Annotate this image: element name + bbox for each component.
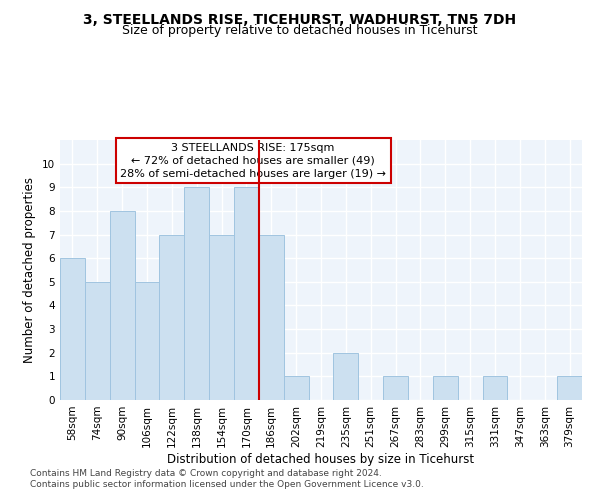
Bar	[234, 188, 259, 400]
Bar	[482, 376, 508, 400]
Bar	[85, 282, 110, 400]
Bar	[557, 376, 582, 400]
Bar	[209, 234, 234, 400]
Bar	[383, 376, 408, 400]
Text: Contains public sector information licensed under the Open Government Licence v3: Contains public sector information licen…	[30, 480, 424, 489]
Bar	[184, 188, 209, 400]
Text: 3, STEELLANDS RISE, TICEHURST, WADHURST, TN5 7DH: 3, STEELLANDS RISE, TICEHURST, WADHURST,…	[83, 12, 517, 26]
Bar	[284, 376, 308, 400]
Bar	[160, 234, 184, 400]
Bar	[110, 211, 134, 400]
Bar	[433, 376, 458, 400]
Y-axis label: Number of detached properties: Number of detached properties	[23, 177, 37, 363]
X-axis label: Distribution of detached houses by size in Ticehurst: Distribution of detached houses by size …	[167, 452, 475, 466]
Bar	[60, 258, 85, 400]
Bar	[134, 282, 160, 400]
Text: Contains HM Land Registry data © Crown copyright and database right 2024.: Contains HM Land Registry data © Crown c…	[30, 468, 382, 477]
Text: Size of property relative to detached houses in Ticehurst: Size of property relative to detached ho…	[122, 24, 478, 37]
Text: 3 STEELLANDS RISE: 175sqm
← 72% of detached houses are smaller (49)
28% of semi-: 3 STEELLANDS RISE: 175sqm ← 72% of detac…	[120, 142, 386, 179]
Bar	[259, 234, 284, 400]
Bar	[334, 352, 358, 400]
